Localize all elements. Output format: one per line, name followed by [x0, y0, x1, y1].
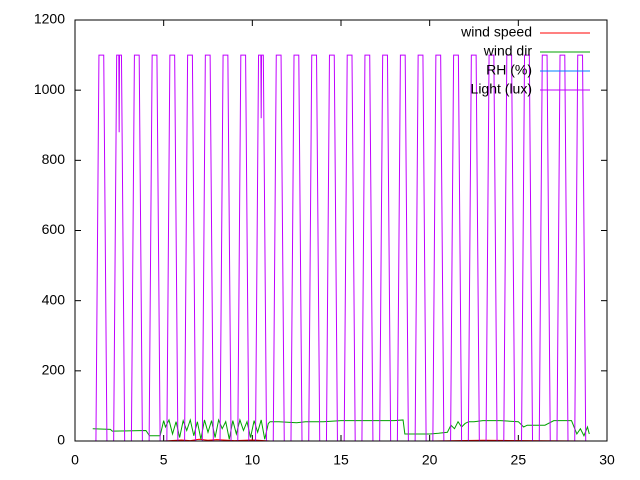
x-tick-label: 30: [599, 452, 615, 468]
legend-label: RH (%): [486, 62, 532, 78]
legend-label: Light (lux): [471, 81, 532, 97]
x-tick-label: 0: [71, 452, 79, 468]
y-tick-label: 200: [42, 362, 66, 378]
legend-label: wind speed: [460, 24, 532, 40]
y-tick-label: 0: [57, 432, 65, 448]
y-tick-label: 800: [42, 151, 66, 167]
y-tick-label: 1200: [34, 11, 65, 27]
series-line: [92, 418, 590, 440]
plot-frame: [74, 19, 608, 442]
x-tick-label: 20: [422, 452, 438, 468]
legend-label: wind dir: [483, 43, 533, 59]
y-tick-label: 600: [42, 221, 66, 237]
x-tick-label: 15: [333, 452, 349, 468]
x-tick-label: 10: [245, 452, 261, 468]
y-tick-label: 1000: [34, 81, 65, 97]
x-tick-label: 5: [160, 452, 168, 468]
y-tick-label: 400: [42, 291, 66, 307]
series-line: [95, 54, 587, 442]
x-tick-label: 25: [511, 452, 527, 468]
